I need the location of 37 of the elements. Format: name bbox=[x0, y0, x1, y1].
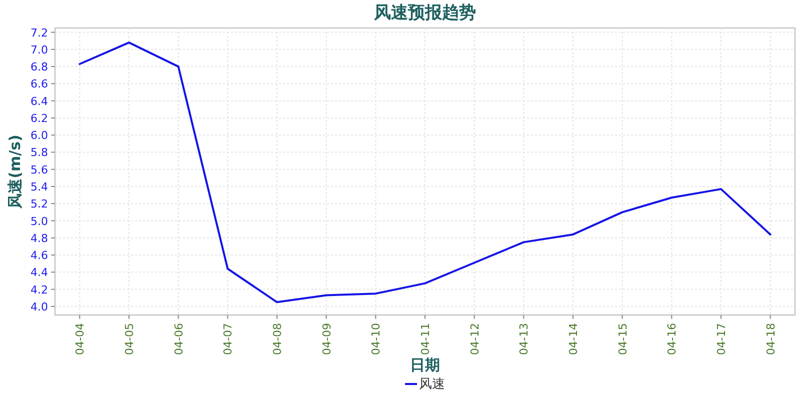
y-tick-label: 5.0 bbox=[30, 214, 48, 228]
y-tick-label: 4.8 bbox=[30, 232, 48, 245]
x-tick-label: 04-07 bbox=[222, 323, 235, 355]
x-tick-label: 04-11 bbox=[419, 323, 432, 355]
x-tick-label: 04-18 bbox=[764, 323, 778, 355]
x-tick-label: 04-14 bbox=[567, 323, 580, 355]
y-tick-label: 4.0 bbox=[30, 300, 48, 314]
y-tick-label: 5.8 bbox=[30, 146, 48, 160]
y-tick-label: 5.4 bbox=[30, 180, 48, 194]
x-tick-label: 04-12 bbox=[468, 323, 482, 355]
y-tick-label: 6.4 bbox=[30, 94, 48, 108]
chart-title: 风速预报趋势 bbox=[373, 3, 476, 23]
x-tick-label: 04-06 bbox=[172, 323, 186, 355]
y-tick-label: 4.2 bbox=[30, 283, 48, 296]
y-tick-label: 7.0 bbox=[30, 43, 48, 56]
y-tick-label: 6.2 bbox=[30, 112, 48, 125]
y-tick-label: 6.6 bbox=[30, 78, 48, 91]
y-tick-label: 6.8 bbox=[30, 60, 48, 74]
y-tick-label: 6.0 bbox=[30, 129, 48, 142]
x-tick-label: 04-17 bbox=[715, 323, 728, 355]
x-axis-title: 日期 bbox=[410, 356, 440, 374]
y-axis-title: 风速(m/s) bbox=[6, 134, 24, 210]
x-tick-label: 04-04 bbox=[74, 323, 87, 355]
x-tick-label: 04-15 bbox=[616, 323, 630, 355]
x-tick-label: 04-08 bbox=[271, 323, 284, 355]
y-tick-label: 4.4 bbox=[30, 266, 48, 280]
x-tick-label: 04-09 bbox=[320, 323, 334, 355]
x-tick-label: 04-10 bbox=[370, 323, 383, 355]
y-tick-label: 5.6 bbox=[30, 163, 48, 176]
y-tick-label: 5.2 bbox=[30, 198, 48, 211]
line-series bbox=[78, 42, 772, 304]
x-tick-label: 04-05 bbox=[123, 323, 136, 355]
y-tick-label: 7.2 bbox=[30, 26, 48, 40]
x-tick-label: 04-13 bbox=[518, 323, 531, 355]
x-tick-label: 04-16 bbox=[666, 323, 679, 355]
legend-label: 风速 bbox=[419, 377, 445, 392]
y-tick-label: 4.6 bbox=[30, 249, 48, 262]
